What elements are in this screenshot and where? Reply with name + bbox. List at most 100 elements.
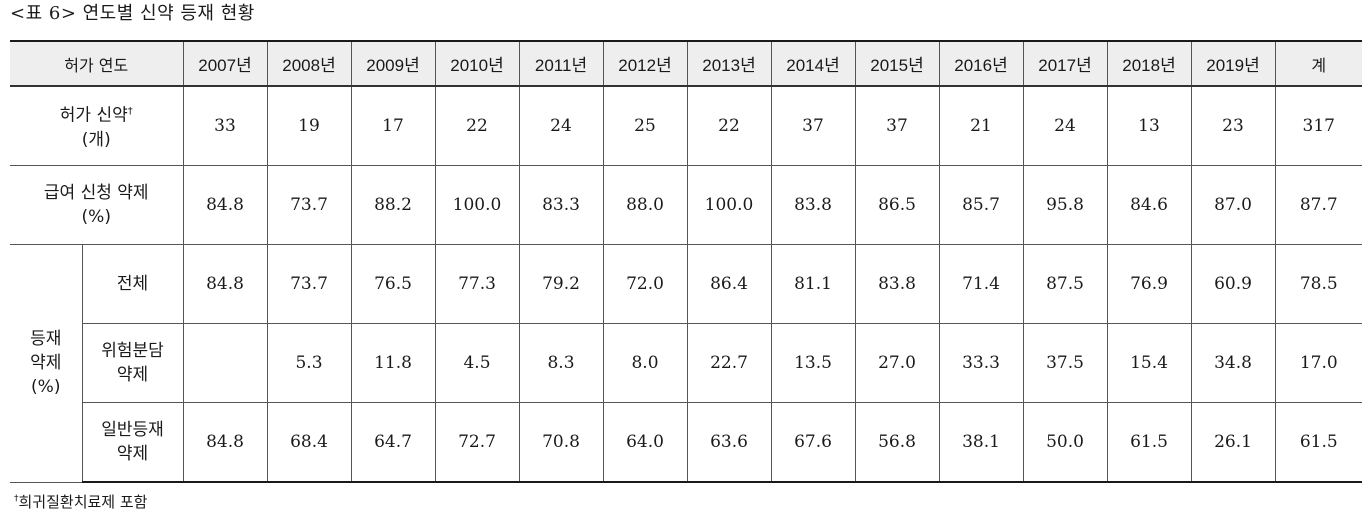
table-cell: 24 (1022, 85, 1108, 166)
table-cell: 15.4 (1106, 323, 1192, 403)
table-cell (182, 323, 268, 403)
table-cell: 64.0 (602, 402, 688, 483)
table-cell-total: 17.0 (1274, 323, 1362, 403)
row-label-line: 약제 (116, 365, 149, 385)
table-cell: 88.2 (350, 165, 436, 245)
table-cell: 13 (1106, 85, 1192, 166)
table-cell: 5.3 (266, 323, 352, 403)
table-cell: 22 (434, 85, 520, 166)
table-cell: 81.1 (770, 244, 856, 324)
table-cell: 88.0 (602, 165, 688, 245)
footnote: †희귀질환치료제 포함 (14, 491, 147, 512)
table-cell: 76.5 (350, 244, 436, 324)
table-row-approved: 허가 신약† (개) 33 19 17 22 24 25 22 37 37 21… (10, 85, 1362, 166)
row-label-approved: 허가 신약† (개) (10, 85, 184, 166)
row-label-claim: 급여 신청 약제 (%) (10, 165, 184, 245)
table-cell: 95.8 (1022, 165, 1108, 245)
table-cell: 13.5 (770, 323, 856, 403)
table-cell: 22.7 (686, 323, 772, 403)
footnote-dagger: † (14, 494, 19, 504)
table-cell: 84.8 (182, 165, 268, 245)
table-cell-total: 317 (1274, 85, 1362, 166)
header-year: 2008년 (266, 40, 352, 87)
table-cell: 37.5 (1022, 323, 1108, 403)
table-cell: 86.5 (854, 165, 940, 245)
table-cell: 77.3 (434, 244, 520, 324)
table-cell: 21 (938, 85, 1024, 166)
table-row-claim: 급여 신청 약제 (%) 84.8 73.7 88.2 100.0 83.3 8… (10, 165, 1362, 245)
table-cell: 83.8 (854, 244, 940, 324)
row-label-general: 일반등재 약제 (82, 402, 184, 483)
header-year: 2014년 (770, 40, 856, 87)
row-label-all: 전체 (81, 244, 184, 324)
table-cell: 84.8 (182, 244, 268, 324)
table-cell: 67.6 (770, 402, 856, 483)
footnote-text: 희귀질환치료제 포함 (18, 493, 148, 511)
row-label-line: 위험분담 (101, 341, 164, 361)
table-cell: 8.0 (602, 323, 688, 403)
table-cell: 50.0 (1022, 402, 1108, 483)
table-cell: 84.8 (182, 402, 268, 483)
row-group-label-listed: 등재 약제 (%) (10, 244, 83, 483)
table-cell: 73.7 (266, 244, 352, 324)
table-cell: 70.8 (518, 402, 604, 483)
table-cell: 8.3 (518, 323, 604, 403)
table-row-listed-all: 등재 약제 (%) 전체 84.8 73.7 76.5 77.3 79.2 72… (10, 244, 1362, 483)
table-cell: 24 (518, 85, 604, 166)
table-row-listed-risk: 위험분담 약제 5.3 11.8 4.5 8.3 8.0 22.7 13.5 2… (10, 323, 1362, 403)
row-label-unit: (%) (81, 207, 111, 227)
table-cell: 83.3 (518, 165, 604, 245)
row-label-line: 약제 (116, 444, 149, 464)
header-year: 2010년 (434, 40, 520, 87)
dagger-mark: † (127, 106, 133, 118)
row-label-line: 일반등재 (101, 420, 164, 440)
table-cell: 86.4 (686, 244, 772, 324)
table-cell: 76.9 (1106, 244, 1192, 324)
table-cell: 37 (854, 85, 940, 166)
table-cell: 63.6 (686, 402, 772, 483)
header-year-label: 허가 연도 (10, 40, 184, 87)
table-cell: 85.7 (938, 165, 1024, 245)
header-total: 계 (1274, 40, 1362, 87)
table-cell: 19 (266, 85, 352, 166)
table-cell: 100.0 (434, 165, 520, 245)
table-cell: 27.0 (854, 323, 940, 403)
table-cell: 83.8 (770, 165, 856, 245)
table-cell: 34.8 (1190, 323, 1276, 403)
table-cell: 23 (1190, 85, 1276, 166)
table-cell: 17 (350, 85, 436, 166)
table-cell: 56.8 (854, 402, 940, 483)
table-cell: 72.7 (434, 402, 520, 483)
header-year: 2013년 (686, 40, 772, 87)
table-cell: 11.8 (350, 323, 436, 403)
table-cell: 22 (686, 85, 772, 166)
table-title: <표 6> 연도별 신약 등재 현황 (10, 3, 255, 24)
table-cell: 4.5 (434, 323, 520, 403)
row-label-line: 급여 신청 약제 (43, 183, 149, 203)
header-year: 2009년 (350, 40, 436, 87)
row-label-line: 허가 신약 (59, 105, 128, 126)
table-cell-total: 61.5 (1274, 402, 1362, 483)
header-year: 2007년 (182, 40, 268, 87)
row-label-line: 등재 (30, 329, 62, 350)
new-drug-listing-table: 허가 연도 2007년 2008년 2009년 2010년 2011년 2012… (10, 40, 1362, 483)
table-cell: 87.0 (1190, 165, 1276, 245)
table-cell: 25 (602, 85, 688, 166)
table-cell: 100.0 (686, 165, 772, 245)
table-cell-total: 78.5 (1274, 244, 1362, 324)
table-cell: 84.6 (1106, 165, 1192, 245)
header-year: 2012년 (602, 40, 688, 87)
table-cell: 71.4 (938, 244, 1024, 324)
table-cell: 68.4 (266, 402, 352, 483)
header-year: 2015년 (854, 40, 940, 87)
table-cell: 79.2 (518, 244, 604, 324)
header-year: 2019년 (1190, 40, 1276, 87)
row-label-line: 약제 (30, 353, 62, 374)
header-year: 2018년 (1106, 40, 1192, 87)
row-label-risk: 위험분담 약제 (82, 323, 184, 403)
table-cell: 26.1 (1190, 402, 1276, 483)
table-cell: 33 (182, 85, 268, 166)
table-cell: 64.7 (350, 402, 436, 483)
header-year: 2017년 (1022, 40, 1108, 87)
table-cell: 37 (770, 85, 856, 166)
